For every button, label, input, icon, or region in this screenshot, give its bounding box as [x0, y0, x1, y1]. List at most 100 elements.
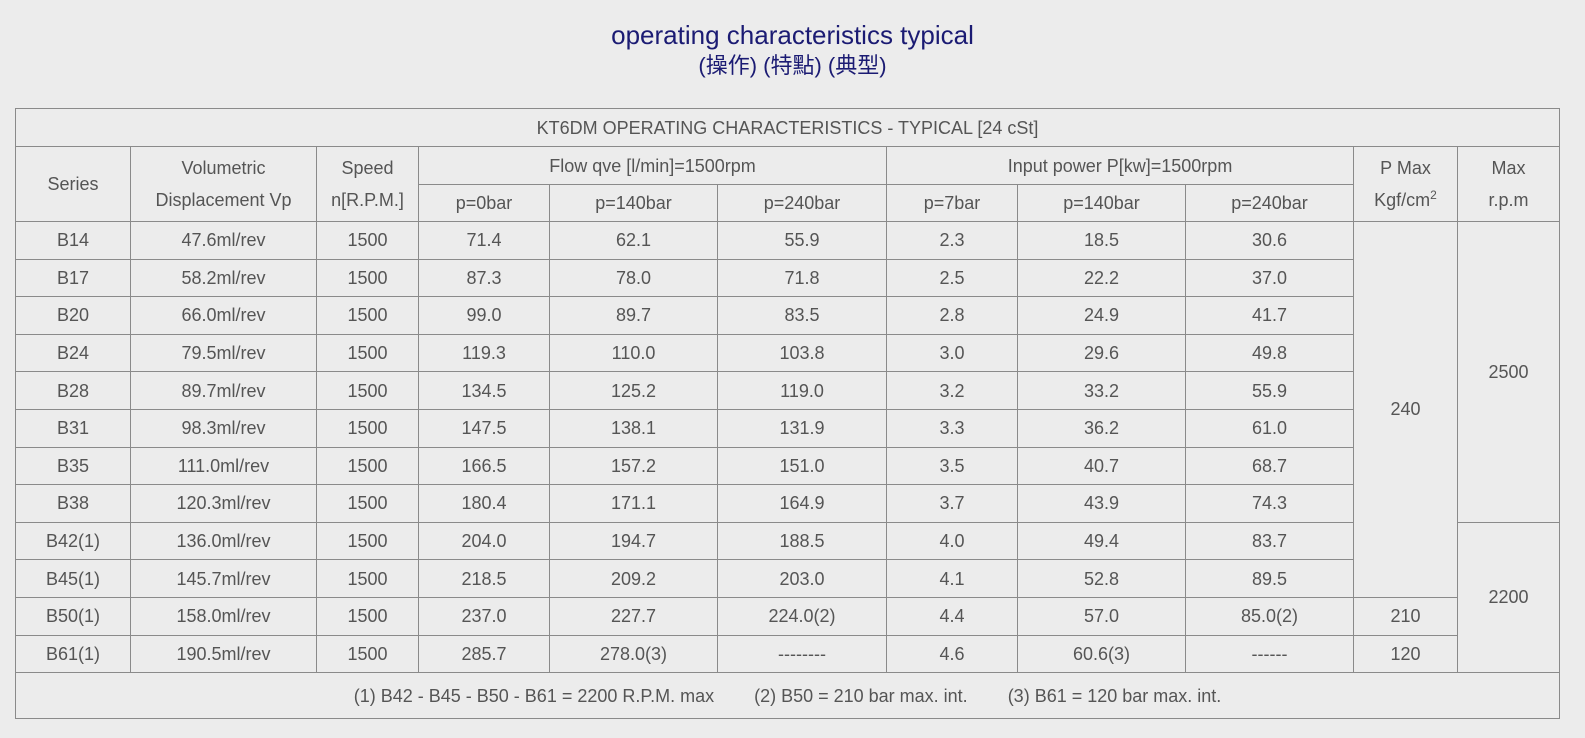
data-cell: 3.2 — [886, 371, 1018, 410]
data-row: B17 58.2ml/rev 1500 87.3 78.0 71.8 2.5 22.2 37.0 — [15, 258, 1560, 298]
data-cell: 138.1 — [549, 408, 718, 448]
data-cell: 98.3ml/rev — [130, 408, 317, 448]
data-cell: 49.8 — [1185, 333, 1354, 373]
data-cell: 110.0 — [549, 333, 718, 373]
data-cell: 285.7 — [418, 634, 550, 674]
header-cell: Max r.p.m — [1456, 146, 1561, 222]
data-cell: 103.8 — [717, 333, 887, 373]
data-cell: 1500 — [316, 408, 419, 448]
data-cell: 62.1 — [549, 221, 718, 260]
data-cell: 68.7 — [1185, 446, 1354, 486]
data-cell: B35 — [15, 446, 131, 486]
header-line: Max — [1458, 152, 1559, 184]
data-cell: 87.3 — [418, 258, 550, 298]
data-cell: 1500 — [316, 333, 419, 373]
data-cell: 3.0 — [886, 333, 1018, 373]
header-cell: Series — [15, 146, 131, 222]
data-cell: 1500 — [316, 221, 419, 260]
data-cell: 83.5 — [717, 296, 887, 335]
data-cell: 125.2 — [549, 371, 718, 410]
data-cell: 190.5ml/rev — [130, 634, 317, 674]
data-cell: 203.0 — [717, 559, 887, 598]
characteristics-table: KT6DM OPERATING CHARACTERISTICS - TYPICA… — [14, 108, 1561, 720]
data-cell: B20 — [15, 296, 131, 335]
header-line: r.p.m — [1458, 184, 1559, 216]
table-body: KT6DM OPERATING CHARACTERISTICS - TYPICA… — [14, 108, 1561, 720]
data-cell: 1500 — [316, 596, 419, 636]
header: operating characteristics typical (操作) (… — [0, 18, 1585, 80]
data-cell: B17 — [15, 258, 131, 298]
data-cell: -------- — [717, 634, 887, 674]
subtitle: (操作) (特點) (典型) — [698, 53, 887, 78]
header-text: n[R.P.M.] — [331, 190, 404, 210]
data-cell: 145.7ml/rev — [130, 559, 317, 598]
data-cell: 4.0 — [886, 521, 1018, 561]
data-cell: 41.7 — [1185, 296, 1354, 335]
data-cell: B28 — [15, 371, 131, 410]
header-cell: Speed n[R.P.M.] — [316, 146, 419, 222]
data-cell: 1500 — [316, 484, 419, 523]
header-subcell: p=240bar — [1185, 184, 1354, 222]
header-text: Speed — [341, 158, 394, 178]
header-subcell: p=0bar — [418, 184, 550, 222]
data-cell: 1500 — [316, 634, 419, 674]
header-line: Volumetric — [131, 152, 316, 184]
data-cell: 278.0(3) — [549, 634, 718, 674]
data-cell: 111.0ml/rev — [130, 446, 317, 486]
data-cell: 180.4 — [418, 484, 550, 523]
max-rpm-cell: 2500 — [1456, 221, 1561, 523]
data-cell: 60.6(3) — [1017, 634, 1186, 674]
header-subcell: p=7bar — [886, 184, 1018, 222]
data-cell: 4.4 — [886, 596, 1018, 636]
header-line: n[R.P.M.] — [317, 184, 418, 216]
data-cell: 99.0 — [418, 296, 550, 335]
header-text: P Max — [1380, 158, 1431, 178]
p-max-cell: 120 — [1353, 634, 1458, 674]
data-row: B50(1) 158.0ml/rev 1500 237.0 227.7 224.0(2) 4… — [15, 596, 1560, 636]
data-cell: 71.4 — [418, 221, 550, 260]
data-cell: 61.0 — [1185, 408, 1354, 448]
data-cell: 36.2 — [1017, 408, 1186, 448]
data-row: B35 111.0ml/rev 1500 166.5 157.2 151.0 3.5 40.7… — [15, 446, 1560, 486]
data-cell: 194.7 — [549, 521, 718, 561]
data-cell: 85.0(2) — [1185, 596, 1354, 636]
data-cell: 55.9 — [717, 221, 887, 260]
data-cell: 49.4 — [1017, 521, 1186, 561]
data-row: B42(1) 136.0ml/rev 1500 204.0 194.7 188.5 4.0 4… — [15, 521, 1561, 674]
data-cell: 89.7 — [549, 296, 718, 335]
data-cell: 131.9 — [717, 408, 887, 448]
data-cell: 33.2 — [1017, 371, 1186, 410]
data-cell: 40.7 — [1017, 446, 1186, 486]
header-cell: Volumetric Displacement Vp — [130, 146, 317, 222]
data-cell: 4.1 — [886, 559, 1018, 598]
title: operating characteristics typical — [611, 20, 974, 50]
footnote: (1) B42 - B45 - B50 - B61 = 2200 R.P.M. … — [353, 685, 715, 706]
header-line: P Max — [1354, 152, 1457, 184]
data-cell: B24 — [15, 333, 131, 373]
data-cell: 52.8 — [1017, 559, 1186, 598]
data-cell: 119.0 — [717, 371, 887, 410]
data-cell: 204.0 — [418, 521, 550, 561]
header-text: r.p.m — [1488, 190, 1529, 210]
max-rpm-cell: 2200 — [1456, 521, 1561, 674]
data-row: B20 66.0ml/rev 1500 99.0 89.7 83.5 2.8 24.9 41.7 — [15, 296, 1560, 335]
data-cell: 58.2ml/rev — [130, 258, 317, 298]
header-line: Speed — [317, 152, 418, 184]
data-cell: 78.0 — [549, 258, 718, 298]
data-cell: 79.5ml/rev — [130, 333, 317, 373]
table-caption: KT6DM OPERATING CHARACTERISTICS - TYPICA… — [14, 108, 1561, 147]
header-cell: P Max Kgf/cm2 — [1353, 146, 1458, 222]
header-text: Max — [1491, 158, 1526, 178]
data-cell: 218.5 — [418, 559, 550, 598]
header-group: Input power P[kw]=1500rpm — [886, 146, 1354, 185]
data-row: B45(1) 145.7ml/rev 1500 218.5 209.2 203.0 4.1 5… — [15, 559, 1560, 598]
data-cell: 1500 — [316, 521, 419, 561]
data-cell: 224.0(2) — [717, 596, 887, 636]
caption-row: KT6DM OPERATING CHARACTERISTICS - TYPICA… — [14, 108, 1561, 147]
header-text: Displacement Vp — [155, 190, 292, 210]
data-cell: B42(1) — [15, 521, 131, 561]
data-row: B28 89.7ml/rev 1500 134.5 125.2 119.0 3.2 33.2 5… — [15, 371, 1560, 410]
footer-row: (1) B42 - B45 - B50 - B61 = 2200 R.P.M. … — [14, 672, 1561, 720]
data-row: B61(1) 190.5ml/rev 1500 285.7 278.0(3) ------… — [15, 634, 1560, 674]
